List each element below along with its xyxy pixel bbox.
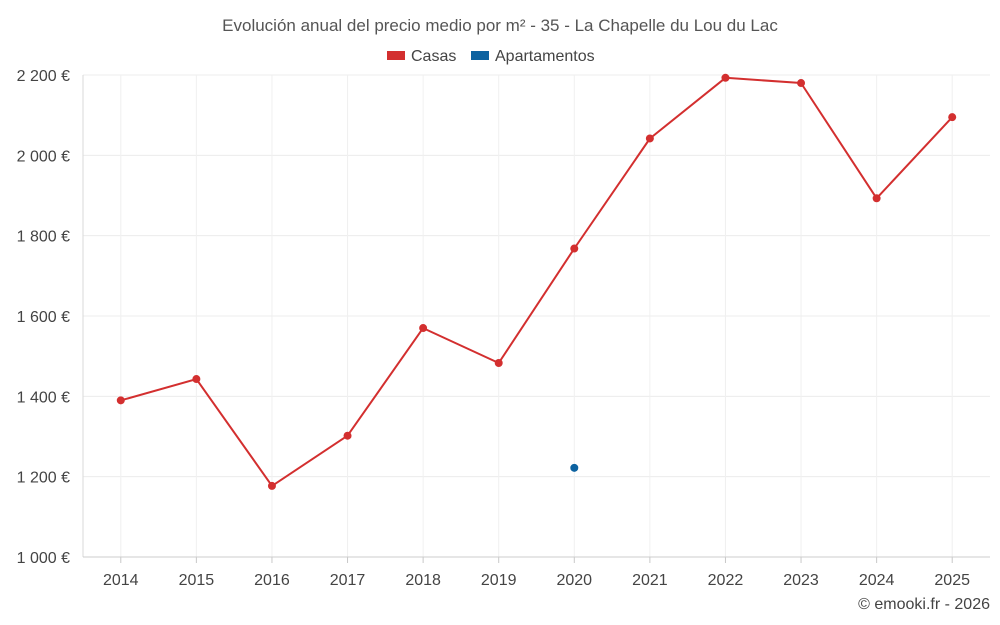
data-point-casas <box>192 375 201 384</box>
x-tick-label: 2021 <box>632 572 668 589</box>
legend-label-apartamentos: Apartamentos <box>495 48 595 65</box>
data-point-casas <box>872 194 881 203</box>
x-tick-label: 2025 <box>934 572 970 589</box>
x-tick-label: 2022 <box>708 572 744 589</box>
credit-text: © emooki.fr - 2026 <box>858 596 990 613</box>
y-tick-label: 1 600 € <box>17 309 70 326</box>
y-tick-label: 1 800 € <box>17 229 70 246</box>
y-tick-label: 1 000 € <box>17 550 70 567</box>
data-point-casas <box>116 396 125 405</box>
x-tick-label: 2017 <box>330 572 366 589</box>
data-point-casas <box>419 324 428 333</box>
legend-label-casas: Casas <box>411 48 456 65</box>
x-tick-label: 2015 <box>179 572 215 589</box>
y-tick-label: 2 000 € <box>17 148 70 165</box>
y-axis: 1 000 € 1 200 € 1 400 € 1 600 € 1 800 € 2 000… <box>17 68 84 567</box>
data-point-casas <box>343 431 352 440</box>
data-point-casas <box>570 244 579 253</box>
y-tick-label: 2 200 € <box>17 68 70 85</box>
data-point-casas <box>721 73 730 82</box>
x-axis: 2014 2015 2016 2017 2018 2019 2020 2021 2022 2023… <box>83 556 990 589</box>
series-line-casas <box>120 76 953 487</box>
x-tick-label: 2024 <box>859 572 895 589</box>
x-tick-label: 2020 <box>556 572 592 589</box>
series-layer <box>116 73 957 490</box>
y-tick-label: 1 200 € <box>17 470 70 487</box>
y-tick-label: 1 400 € <box>17 389 70 406</box>
x-tick-label: 2018 <box>405 572 441 589</box>
x-tick-label: 2023 <box>783 572 819 589</box>
grid <box>83 74 990 557</box>
data-point-casas <box>494 358 503 367</box>
data-point-apartamentos <box>570 463 579 472</box>
legend[interactable]: Casas Apartamentos <box>387 48 595 65</box>
legend-swatch-apartamentos <box>471 51 489 60</box>
chart-title: Evolución anual del precio medio por m² … <box>222 16 778 35</box>
legend-item-apartamentos[interactable]: Apartamentos <box>471 48 595 65</box>
data-point-casas <box>797 79 806 88</box>
legend-item-casas[interactable]: Casas <box>387 48 456 65</box>
x-tick-label: 2014 <box>103 572 139 589</box>
data-point-casas <box>948 113 957 122</box>
x-tick-label: 2019 <box>481 572 517 589</box>
legend-swatch-casas <box>387 51 405 60</box>
data-point-casas <box>645 134 654 143</box>
x-tick-label: 2016 <box>254 572 290 589</box>
data-point-casas <box>267 481 276 490</box>
